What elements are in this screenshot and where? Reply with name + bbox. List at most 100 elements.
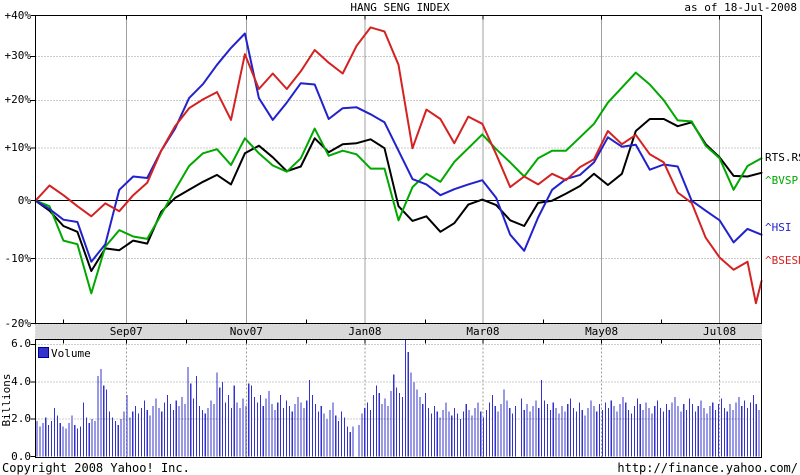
volume-bar xyxy=(590,400,592,457)
volume-bar xyxy=(161,411,163,457)
volume-bar xyxy=(187,366,189,457)
volume-bar xyxy=(210,400,212,457)
volume-bar xyxy=(254,396,256,457)
month-label: Nov07 xyxy=(229,325,263,338)
volume-bar xyxy=(552,402,554,457)
volume-bar xyxy=(126,394,128,457)
volume-bar xyxy=(196,376,198,457)
volume-bar xyxy=(248,383,250,457)
volume-bar xyxy=(689,398,691,457)
volume-bar xyxy=(288,406,290,457)
volume-bar xyxy=(520,398,522,457)
volume-bar xyxy=(372,394,374,457)
volume-bar xyxy=(654,406,656,457)
volume-bar xyxy=(738,396,740,457)
volume-plot-frame xyxy=(35,339,762,458)
volume-bar xyxy=(474,407,476,457)
volume-bar xyxy=(535,400,537,457)
volume-bar xyxy=(686,409,688,457)
volume-bar xyxy=(169,404,171,457)
volume-bar xyxy=(378,393,380,457)
volume-bar xyxy=(71,415,73,457)
volume-bar xyxy=(97,376,99,457)
volume-bar xyxy=(651,413,653,457)
volume-bar xyxy=(184,404,186,457)
volume-bar xyxy=(512,413,514,457)
volume-bar xyxy=(256,402,258,457)
volume-bar xyxy=(53,407,55,457)
month-band xyxy=(35,324,762,339)
month-label: Jul08 xyxy=(703,325,737,338)
volume-bar xyxy=(758,409,760,457)
volume-bar xyxy=(665,404,667,457)
volume-bar xyxy=(555,407,557,457)
pct-axis-label: +10% xyxy=(4,141,32,155)
volume-bar xyxy=(68,422,70,457)
volume-bar xyxy=(329,409,331,457)
volume-bar xyxy=(715,409,717,457)
volume-bar xyxy=(448,411,450,457)
volume-bar xyxy=(747,407,749,457)
volume-bar xyxy=(570,398,572,457)
volume-bar xyxy=(120,419,122,457)
volume-bar xyxy=(752,394,754,457)
volume-axis-label: 6.0 xyxy=(11,337,31,351)
price-plot-frame xyxy=(35,15,762,324)
volume-bar xyxy=(143,400,145,457)
volume-bar xyxy=(181,396,183,457)
volume-bar xyxy=(407,351,409,457)
volume-bar xyxy=(393,374,395,457)
volume-bar xyxy=(207,407,209,457)
volume-bar xyxy=(480,411,482,457)
volume-bar xyxy=(178,406,180,457)
volume-bar xyxy=(602,409,604,457)
volume-bar xyxy=(262,406,264,457)
volume-bar xyxy=(109,411,111,457)
volume-bar xyxy=(619,404,621,457)
volume-bar xyxy=(114,421,116,457)
volume-bar xyxy=(190,383,192,457)
volume-bar xyxy=(477,402,479,457)
volume-bar xyxy=(703,407,705,457)
volume-bar xyxy=(222,381,224,457)
volume-bar xyxy=(503,389,505,457)
volume-bar xyxy=(135,406,137,457)
volume-bar xyxy=(149,415,151,457)
volume-bar xyxy=(625,402,627,457)
volume-bar xyxy=(399,393,401,457)
pct-axis-label: +20% xyxy=(4,93,32,107)
volume-bar xyxy=(42,422,44,457)
series-line-bvsp xyxy=(34,71,763,295)
volume-bar xyxy=(167,394,169,457)
volume-bar xyxy=(561,406,563,457)
volume-bar xyxy=(726,411,728,457)
volume-bar xyxy=(59,422,61,457)
volume-bar xyxy=(201,409,203,457)
series-line-bsesn xyxy=(34,26,763,305)
volume-bar xyxy=(332,402,334,457)
volume-bar xyxy=(723,407,725,457)
volume-bar xyxy=(657,400,659,457)
volume-bar xyxy=(259,394,261,457)
volume-bar xyxy=(486,409,488,457)
pct-axis-label: -10% xyxy=(4,251,32,265)
volume-bar xyxy=(335,415,337,457)
volume-bar xyxy=(51,421,53,457)
volume-bar xyxy=(294,404,296,457)
volume-bar xyxy=(346,426,348,457)
volume-bar xyxy=(741,406,743,457)
volume-bar xyxy=(439,417,441,457)
volume-bar xyxy=(706,413,708,457)
volume-bar xyxy=(604,402,606,457)
as-of-date: as of 18-Jul-2008 xyxy=(684,1,797,14)
volume-bar xyxy=(320,406,322,457)
volume-bar xyxy=(236,402,238,457)
volume-axis-label: 4.0 xyxy=(11,374,31,388)
volume-bar xyxy=(729,404,731,457)
volume-bar xyxy=(575,411,577,457)
volume-bar xyxy=(358,424,360,457)
volume-bar xyxy=(343,417,345,457)
volume-bar xyxy=(648,407,650,457)
volume-bar xyxy=(526,404,528,457)
